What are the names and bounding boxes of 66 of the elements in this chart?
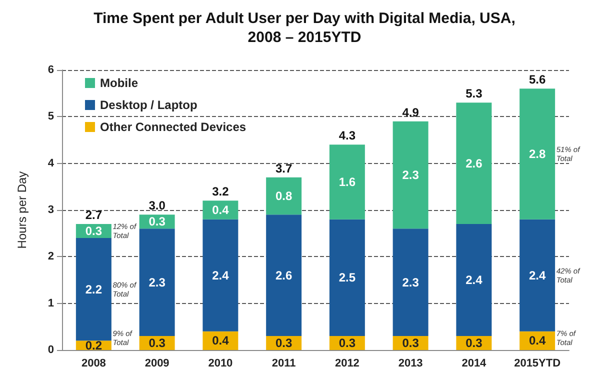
- legend-label: Other Connected Devices: [100, 120, 246, 134]
- y-tick-label: 1: [48, 297, 54, 310]
- data-label: 2.4: [466, 273, 483, 287]
- x-tick-label: 2013: [398, 358, 423, 370]
- y-tick-label: 2: [48, 250, 54, 263]
- y-tick-label: 3: [48, 204, 54, 216]
- data-label: 2.6: [466, 156, 483, 170]
- data-label: 0.3: [466, 336, 483, 350]
- data-label: 0.3: [85, 224, 102, 238]
- data-label: 0.3: [148, 336, 166, 350]
- x-tick-label: 2014: [462, 358, 488, 370]
- total-label: 3.0: [148, 198, 166, 213]
- legend-label: Desktop / Laptop: [100, 98, 198, 112]
- x-tick-label: 2008: [81, 358, 106, 370]
- y-tick-label: 4: [48, 157, 55, 170]
- data-label: 0.3: [402, 336, 420, 350]
- data-label: 2.6: [275, 268, 292, 282]
- x-tick-label: 2010: [208, 358, 233, 370]
- data-label: 2.3: [402, 275, 420, 290]
- bar: [139, 228, 175, 336]
- x-tick-label: 2012: [334, 358, 360, 370]
- bar: [520, 88, 556, 220]
- data-label: 0.3: [148, 214, 166, 229]
- total-label: 5.3: [466, 86, 483, 101]
- data-label: 1.6: [338, 175, 356, 189]
- bar: [520, 219, 556, 332]
- data-label: 2.4: [212, 268, 230, 282]
- data-label: 2.2: [85, 282, 102, 296]
- data-label: 0.4: [212, 203, 230, 217]
- bar: [456, 102, 492, 224]
- y-tick-label: 5: [48, 110, 54, 123]
- data-label: 2.5: [338, 270, 356, 285]
- bar: [456, 224, 492, 336]
- legend-label: Mobile: [100, 76, 138, 90]
- total-label: 4.3: [338, 128, 356, 143]
- x-tick-label: 2011: [272, 358, 296, 370]
- x-tick-label: 2015YTD: [514, 358, 561, 370]
- y-tick-label: 6: [48, 64, 54, 76]
- total-label: 3.2: [212, 184, 230, 199]
- y-axis-title: Hours per Day: [15, 171, 29, 249]
- data-label: 2.3: [148, 275, 166, 290]
- total-label: 2.7: [85, 208, 102, 222]
- data-label: 0.3: [338, 336, 356, 350]
- data-label: 2.3: [402, 168, 420, 182]
- data-label: 0.2: [85, 338, 102, 352]
- bar: [266, 214, 302, 336]
- data-label: 2.4: [528, 268, 546, 282]
- total-label: 5.6: [528, 72, 546, 87]
- data-label: 0.4: [212, 334, 230, 348]
- data-label: 0.8: [275, 189, 292, 203]
- bar: [392, 228, 428, 336]
- y-tick-label: 0: [48, 344, 54, 356]
- total-label: 4.9: [402, 105, 420, 120]
- bar: [266, 177, 302, 215]
- x-tick-label: 2009: [144, 358, 170, 370]
- data-label: 0.4: [528, 334, 546, 348]
- bar: [202, 200, 238, 220]
- bar: [392, 121, 428, 229]
- bar: [202, 219, 238, 332]
- data-label: 0.3: [275, 336, 292, 350]
- chart-title: Time Spent per Adult User per Day with Digital Media, USA, 2008 – 2015YTD: [94, 10, 516, 46]
- total-label: 3.7: [275, 161, 292, 176]
- bar: [329, 144, 365, 220]
- data-label: 2.8: [528, 147, 546, 161]
- bar: [76, 238, 112, 341]
- bar: [329, 219, 365, 336]
